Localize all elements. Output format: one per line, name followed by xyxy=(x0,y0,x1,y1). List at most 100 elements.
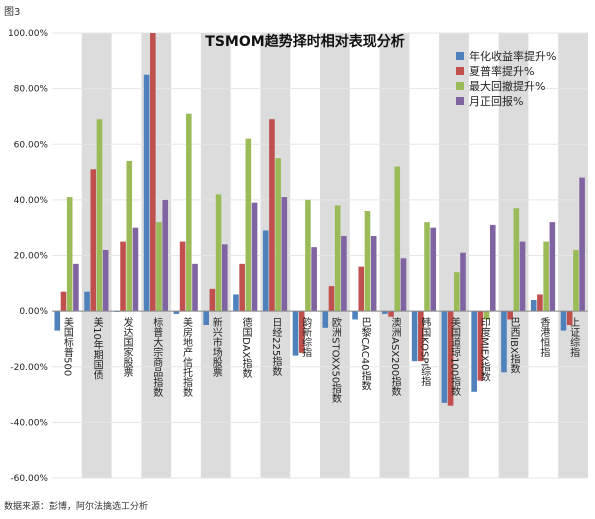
bar xyxy=(102,249,109,312)
category-label: 上证综指 xyxy=(568,317,580,358)
y-tick-label: 100.00% xyxy=(8,29,48,39)
bar xyxy=(215,194,222,312)
category-label: 巴黎CAC40指数 xyxy=(359,317,371,391)
bar xyxy=(424,222,430,312)
bar xyxy=(418,311,424,362)
bar xyxy=(322,311,329,328)
bar xyxy=(233,294,239,312)
bar xyxy=(573,249,579,312)
bar xyxy=(394,166,401,312)
bar xyxy=(292,311,299,356)
category-label: 德国DAX指数 xyxy=(240,316,252,379)
y-tick-label: 60.00% xyxy=(14,140,49,150)
legend-label: 夏普率提升% xyxy=(469,64,534,78)
bar xyxy=(73,263,79,312)
chart-title: TSMOM趋势择时相对表现分析 xyxy=(205,33,404,50)
bar xyxy=(328,286,335,312)
bar xyxy=(281,197,288,312)
bar xyxy=(192,263,198,312)
bar xyxy=(341,236,347,312)
bar xyxy=(126,160,133,312)
bar xyxy=(251,202,258,312)
bar xyxy=(305,199,311,312)
bar xyxy=(150,33,156,312)
category-label: 发达国家股票 xyxy=(121,316,133,377)
bar xyxy=(430,227,437,312)
bar xyxy=(96,119,103,312)
bar xyxy=(334,205,341,312)
legend-label: 月正回报% xyxy=(469,94,523,108)
bar xyxy=(60,291,67,312)
bar xyxy=(489,224,496,312)
bar xyxy=(513,208,520,312)
category-label: 韩国KOSPI综指 xyxy=(419,316,431,387)
category-label: 印度MIEX指数 xyxy=(478,317,490,383)
bar xyxy=(203,311,209,326)
bar xyxy=(120,241,126,312)
category-label: 新兴市场股票 xyxy=(210,316,222,377)
bar xyxy=(549,222,556,312)
category-label: 美10年期国债 xyxy=(91,316,103,381)
bar xyxy=(519,241,526,312)
bar xyxy=(311,247,317,312)
legend: 年化收益率提升%夏普率提升%最大回撤提升%月正回报% xyxy=(456,49,556,108)
y-tick-label: -60.00% xyxy=(10,474,48,484)
bar xyxy=(179,241,186,312)
legend-swatch xyxy=(456,97,464,105)
category-label: 澳洲ASX200指数 xyxy=(389,316,401,397)
bar xyxy=(239,263,245,312)
bar xyxy=(537,294,543,312)
bar xyxy=(460,252,466,312)
bar xyxy=(400,258,407,312)
bar xyxy=(579,177,585,312)
bar xyxy=(560,311,567,331)
bar xyxy=(245,138,252,312)
bar xyxy=(411,311,418,362)
bar xyxy=(275,158,281,312)
bar xyxy=(66,197,73,312)
category-label: 欧洲STOXX50指数 xyxy=(329,317,341,404)
bar xyxy=(143,74,150,312)
bar xyxy=(471,311,477,392)
legend-label: 最大回撤提升% xyxy=(469,79,545,93)
bar xyxy=(566,311,573,326)
category-labels: 美国标普500 美10年期国债 发达国家股票 标普大宗商品指数 美房地产信托指数 新兴市场… xyxy=(61,316,579,404)
y-tick-label: 40.00% xyxy=(14,196,49,206)
y-tick-label: 20.00% xyxy=(14,252,49,262)
bar xyxy=(370,236,377,312)
bar xyxy=(54,311,61,331)
bar xyxy=(447,311,454,406)
category-label: 美国标普500 xyxy=(61,316,73,376)
category-label: 美国道琼100指数 xyxy=(449,316,461,397)
bar xyxy=(530,300,537,312)
category-label: 巴西IBX指数 xyxy=(508,317,520,375)
bar xyxy=(186,113,192,312)
source-note: 数据来源：彭博，阿尔法擒选工分析 xyxy=(4,502,149,512)
y-tick-label: 0.00% xyxy=(19,307,48,317)
category-label: 标普大宗商品指数 xyxy=(151,317,163,398)
bar xyxy=(90,169,97,312)
bar xyxy=(483,311,490,320)
bar xyxy=(388,311,394,317)
bar xyxy=(507,311,513,320)
bar xyxy=(477,311,484,381)
bar xyxy=(543,241,549,312)
bar xyxy=(173,311,180,314)
bar xyxy=(132,227,139,312)
category-label: 香港恒指 xyxy=(538,317,550,358)
bar xyxy=(156,222,162,312)
bar xyxy=(262,230,269,312)
bar xyxy=(454,272,460,312)
y-tick-label: 80.00% xyxy=(14,85,49,95)
figure-label: 图3 xyxy=(4,7,21,18)
legend-label: 年化收益率提升% xyxy=(469,49,556,63)
bars xyxy=(54,33,585,406)
bar xyxy=(209,288,216,312)
bar xyxy=(269,119,275,312)
category-label: 日经225指数 xyxy=(270,317,282,377)
category-label: 美房地产信托指数 xyxy=(181,316,193,398)
bar xyxy=(501,311,507,373)
bar xyxy=(382,311,388,314)
legend-swatch xyxy=(456,52,464,60)
